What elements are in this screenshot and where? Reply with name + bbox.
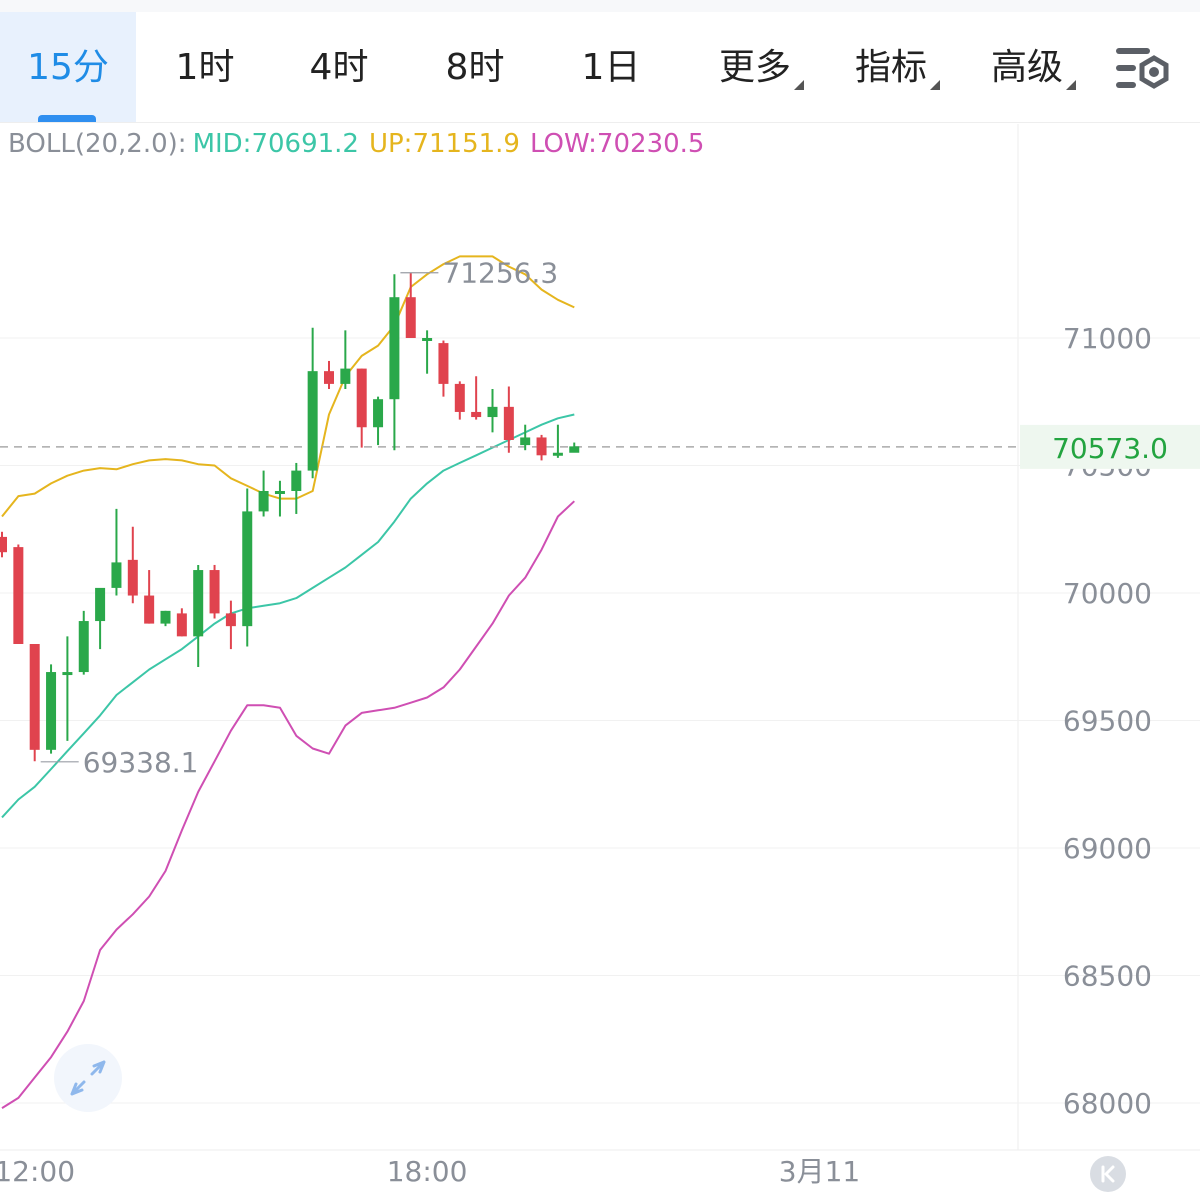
tab-label: 更多 (718, 47, 791, 88)
y-tick-label: 68000 (1063, 1087, 1152, 1120)
candle-body-up (389, 297, 400, 400)
candle-body-up (78, 621, 89, 673)
candle-body-up (307, 371, 318, 471)
skip-back-icon (1101, 1165, 1115, 1183)
candle-body-up (242, 511, 253, 627)
tab-label: 8时 (445, 47, 505, 88)
current-price-label-bg (1020, 424, 1200, 469)
tab-15m[interactable]: 15分 (0, 12, 136, 122)
low-price-annotation: 69338.1 (83, 746, 199, 779)
high-price-annotation: 71256.3 (442, 257, 558, 290)
tab-advanced[interactable]: 高级 (972, 12, 1082, 122)
candle-body-up (274, 491, 285, 494)
candle-body-up (111, 562, 122, 588)
candle-body-up (291, 470, 302, 491)
tab-8h[interactable]: 8时 (420, 12, 530, 122)
boll-up-value: UP:71151.9 (368, 129, 520, 159)
boll-upper-band (1, 255, 575, 518)
candle-body-up (46, 672, 57, 750)
candle-body-up (160, 610, 171, 624)
timeframe-toolbar: 15分 1时 4时 8时 1日 更多 指标 高级 (0, 12, 1200, 123)
y-tick-label: 69500 (1063, 705, 1152, 738)
tab-1d[interactable]: 1日 (556, 12, 666, 122)
candle-body-up (487, 406, 498, 418)
candle-body-down (209, 570, 220, 614)
x-tick-label: 3月11 (779, 1155, 860, 1188)
boll-low-value: LOW:70230.5 (529, 129, 705, 159)
candle-body-down (0, 536, 7, 553)
candle-body-down (225, 613, 236, 627)
boll-middle-band (1, 413, 575, 819)
candle-body-up (340, 368, 351, 384)
candle-body-up (552, 452, 563, 456)
candle-body-up (520, 437, 531, 446)
candle-body-down (356, 368, 367, 428)
candle-body-down (405, 297, 416, 338)
dropdown-caret-icon (930, 80, 940, 90)
tab-indicators[interactable]: 指标 (836, 12, 946, 122)
tab-label: 4时 (309, 47, 369, 88)
candle-body-down (438, 343, 449, 384)
candle-body-down (471, 411, 482, 418)
expand-icon (70, 1060, 106, 1096)
expand-chart-button[interactable] (54, 1044, 122, 1112)
tab-more[interactable]: 更多 (700, 12, 810, 122)
boll-name: BOLL(20,2.0): (8, 129, 187, 159)
top-band (0, 0, 1200, 12)
y-tick-label: 70000 (1063, 577, 1152, 610)
active-tab-indicator (38, 115, 96, 122)
current-price-label: 70573.0 (1052, 432, 1168, 465)
boll-mid-value: MID:70691.2 (192, 129, 359, 159)
candle-body-down (29, 644, 40, 750)
boll-lower-band (1, 500, 575, 1109)
y-tick-label: 68500 (1063, 960, 1152, 993)
candle-body-down (127, 559, 138, 596)
candle-body-up (422, 338, 433, 341)
chart-settings-button[interactable] (1110, 40, 1174, 96)
y-tick-label: 71000 (1063, 322, 1152, 355)
candle-body-down (144, 595, 155, 624)
candle-body-down (176, 613, 187, 637)
tab-label: 1时 (175, 47, 235, 88)
tab-label: 1日 (581, 47, 641, 88)
candle-body-up (569, 446, 580, 453)
y-tick-label: 69000 (1063, 832, 1152, 865)
chart-settings-icon (1116, 48, 1169, 89)
candle-body-up (193, 570, 204, 637)
x-tick-label: 18:00 (387, 1155, 468, 1188)
tab-label: 指标 (854, 47, 927, 88)
candle-body-up (373, 399, 384, 428)
boll-indicator-readout: BOLL(20,2.0): MID:70691.2 UP:71151.9 LOW:70… (8, 124, 714, 164)
candle-body-down (324, 371, 334, 384)
dropdown-caret-icon (794, 80, 804, 90)
tab-label: 高级 (990, 47, 1063, 88)
candle-body-up (62, 672, 73, 676)
tab-1h[interactable]: 1时 (150, 12, 260, 122)
candle-body-down (536, 437, 547, 456)
candle-body-up (258, 491, 269, 512)
tab-label: 15分 (27, 47, 109, 88)
candle-body-down (13, 547, 24, 644)
scroll-to-start-button[interactable] (1090, 1156, 1126, 1192)
candle-body-down (454, 383, 465, 412)
dropdown-caret-icon (1066, 80, 1076, 90)
candle-body-up (95, 587, 106, 622)
candle-body-down (503, 406, 514, 440)
tab-4h[interactable]: 4时 (284, 12, 394, 122)
x-tick-label: 12:00 (0, 1155, 75, 1188)
